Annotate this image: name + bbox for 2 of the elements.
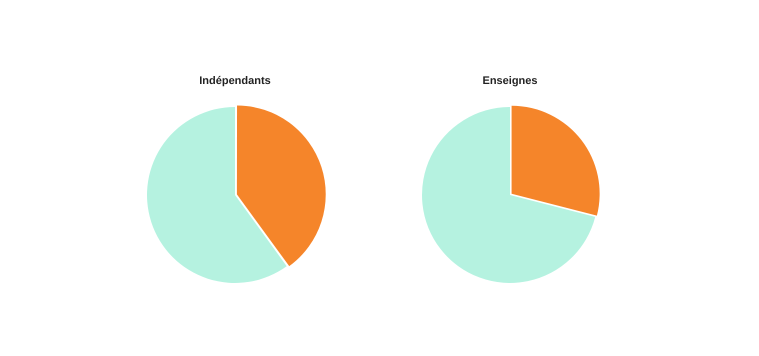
chart-title: Indépendants [198,75,272,89]
chart-title: Enseignes [481,75,539,89]
